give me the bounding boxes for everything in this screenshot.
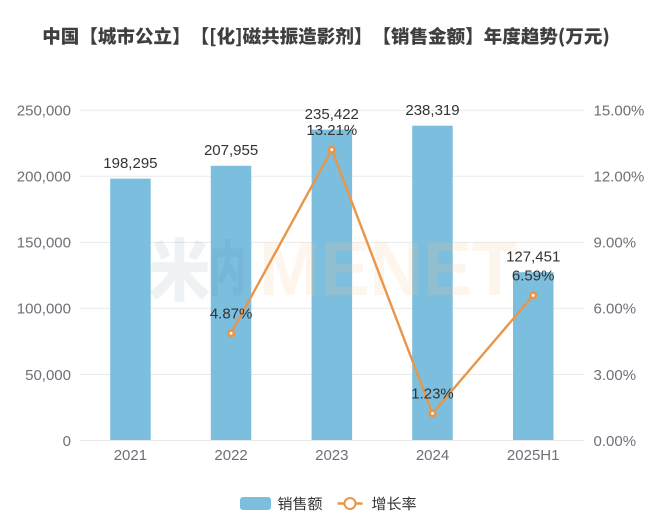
svg-text:15.00%: 15.00% [594, 103, 645, 120]
svg-text:127,451: 127,451 [506, 249, 560, 266]
svg-text:198,295: 198,295 [103, 155, 157, 172]
svg-text:0: 0 [63, 433, 71, 450]
svg-text:6.59%: 6.59% [512, 268, 555, 285]
svg-text:6.00%: 6.00% [594, 301, 637, 318]
svg-text:1.23%: 1.23% [411, 386, 454, 403]
svg-text:50,000: 50,000 [25, 367, 71, 384]
svg-text:9.00%: 9.00% [594, 235, 637, 252]
svg-text:2023: 2023 [315, 447, 348, 464]
svg-text:200,000: 200,000 [17, 169, 71, 186]
svg-text:0.00%: 0.00% [594, 433, 637, 450]
svg-text:12.00%: 12.00% [594, 169, 645, 186]
svg-text:238,319: 238,319 [405, 102, 459, 119]
svg-text:2025H1: 2025H1 [507, 447, 560, 464]
svg-text:235,422: 235,422 [305, 106, 359, 123]
svg-text:2021: 2021 [114, 447, 147, 464]
svg-text:3.00%: 3.00% [594, 367, 637, 384]
svg-text:207,955: 207,955 [204, 142, 258, 159]
svg-text:13.21%: 13.21% [306, 122, 357, 139]
svg-text:100,000: 100,000 [17, 301, 71, 318]
svg-text:2022: 2022 [214, 447, 247, 464]
svg-text:150,000: 150,000 [17, 235, 71, 252]
svg-text:4.87%: 4.87% [210, 306, 253, 323]
svg-text:250,000: 250,000 [17, 103, 71, 120]
svg-text:2024: 2024 [416, 447, 449, 464]
